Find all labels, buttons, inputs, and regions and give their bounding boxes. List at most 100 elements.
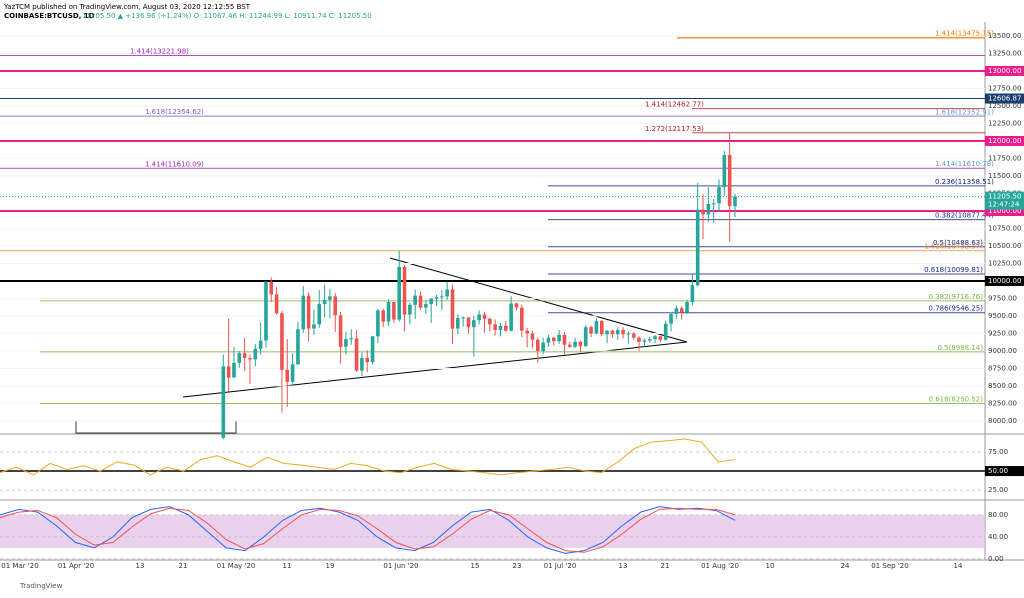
candle-body: [599, 320, 604, 335]
candle-body: [333, 296, 338, 316]
candle-body: [296, 329, 300, 365]
candle-body: [498, 325, 503, 330]
candle-body: [472, 320, 476, 328]
y-tick-label: 13250.00: [988, 49, 1021, 57]
candle-body: [653, 336, 657, 340]
candle-body: [221, 366, 226, 438]
y-tick-label: 80.00: [988, 511, 1008, 519]
candle-body: [269, 281, 274, 295]
x-tick-label: 01 Aug '20: [701, 562, 739, 570]
y-tick-label: 8750.00: [988, 364, 1017, 372]
triangle-line: [389, 257, 688, 343]
level-label: 1.272(12117.53): [645, 125, 704, 133]
candle-body: [488, 318, 492, 325]
candle-body: [232, 362, 236, 378]
y-tick-label: 12750.00: [988, 84, 1021, 92]
candle-body: [258, 340, 263, 349]
candle-body: [477, 314, 481, 321]
level-label: 1.414(11610.78): [935, 160, 994, 168]
layout: [0, 22, 1024, 561]
candle-body: [706, 203, 711, 215]
publisher: YazTCM published on TradingView.com, Aug…: [3, 3, 251, 11]
candle-body: [642, 340, 647, 342]
level-label: 0.786(9546.25): [929, 305, 984, 313]
y-tick-label: 25.00: [988, 486, 1008, 494]
candle-body: [322, 299, 327, 305]
candle-body: [637, 337, 641, 342]
candle-body: [360, 357, 364, 371]
level-label: 0.618(10099.81): [924, 266, 983, 274]
candle-body: [615, 329, 620, 335]
candle-body: [328, 296, 332, 300]
x-tick-label: 01 May '20: [217, 562, 256, 570]
candle-body: [685, 301, 689, 313]
candle-body: [290, 364, 295, 382]
candle-body: [312, 324, 316, 329]
countdown: 12:47:24: [988, 201, 1020, 209]
candle-body: [530, 333, 535, 340]
level-label: 1.414(13475.15): [935, 30, 994, 38]
x-tick-label: 21: [661, 562, 670, 570]
candle-body: [397, 266, 402, 320]
x-tick-label: 01 Sep '20: [871, 562, 908, 570]
candle-body: [621, 329, 625, 335]
candle-body: [392, 301, 396, 320]
candle-body: [418, 295, 423, 308]
x-tick-label: 24: [841, 562, 850, 570]
candle-body: [461, 317, 465, 319]
candle-body: [306, 295, 311, 329]
candle-body: [237, 353, 242, 363]
candle-body: [578, 341, 583, 347]
level-label: 0.618(8250.52): [929, 395, 984, 403]
candle-body: [456, 318, 460, 329]
level-label: 1.618(10432.37): [924, 243, 983, 251]
candle-body: [317, 304, 322, 325]
last-price-label: 11205.50: [988, 193, 1021, 201]
x-tick-label: 01 Apr '20: [58, 562, 94, 570]
candle-body: [338, 315, 343, 347]
candle-body: [690, 285, 695, 302]
axis-tag: [985, 275, 1024, 286]
candle-body: [381, 310, 386, 322]
candle-body: [669, 313, 673, 324]
y-tick-label: 9750.00: [988, 294, 1017, 302]
candle-body: [424, 304, 428, 308]
candle-body: [647, 339, 652, 341]
candle-body: [253, 348, 258, 360]
level-label: 0.382(10877.44): [935, 212, 994, 220]
candle-body: [695, 209, 700, 286]
candle-body: [583, 327, 588, 347]
y-tick-label: 75.00: [988, 448, 1008, 456]
candle-body: [573, 341, 577, 347]
candle-body: [520, 307, 524, 331]
axis-tag-label: 10000.00: [988, 277, 1021, 285]
candle-body: [711, 203, 716, 205]
candle-body: [717, 187, 721, 204]
y-tick-label: 12250.00: [988, 119, 1021, 127]
candle-body: [631, 333, 636, 338]
x-tick-label: 01 Jul '20: [544, 562, 577, 570]
quote: 11205.50 ▲ +136.96 (+1.24%) O: 11067.46 …: [82, 12, 372, 20]
candle-body: [663, 323, 668, 340]
y-tick-label: 8000.00: [988, 417, 1017, 425]
candle-body: [733, 196, 737, 207]
level-label: 1.618(12352.91): [935, 108, 994, 116]
x-tick-label: 10: [766, 562, 775, 570]
candle-body: [434, 297, 439, 299]
y-tick-label: 40.00: [988, 533, 1008, 541]
axis-tag: [985, 65, 1024, 76]
candle-body: [594, 320, 599, 334]
x-tick-label: 19: [326, 562, 335, 570]
candle-body: [605, 330, 609, 335]
candle-body: [514, 303, 519, 308]
candle-body: [429, 298, 433, 305]
candle-body: [274, 294, 279, 314]
axis-tag-label: 12000.00: [988, 137, 1021, 145]
candle-body: [551, 337, 556, 342]
candle-body: [541, 342, 545, 351]
last-price-tag: [985, 191, 1024, 210]
level-label: 0.5(10488.63): [933, 239, 983, 247]
y-tick-label: 10750.00: [988, 224, 1021, 232]
x-tick-label: 23: [513, 562, 522, 570]
